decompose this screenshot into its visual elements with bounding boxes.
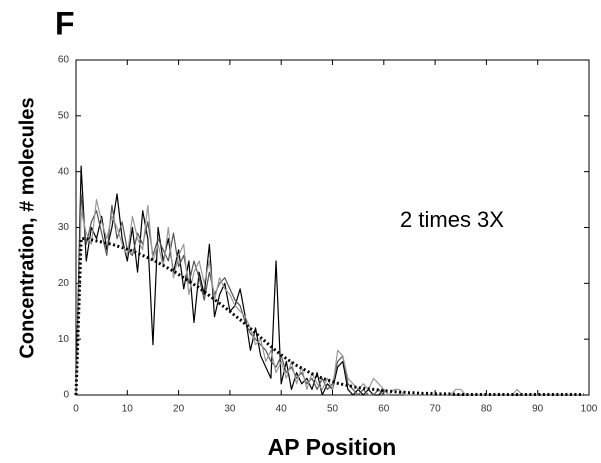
- y-axis-label: Concentration, # molecules: [16, 97, 38, 358]
- x-tick-label: 60: [378, 404, 390, 415]
- x-tick-label: 30: [224, 404, 236, 415]
- y-tick-label: 30: [58, 222, 70, 233]
- y-tick-label: 10: [58, 334, 70, 345]
- annotation: 2 times 3X: [400, 207, 504, 232]
- x-tick-label: 20: [173, 404, 185, 415]
- y-tick-label: 60: [58, 55, 70, 66]
- data-line: [75, 165, 584, 396]
- x-tick-label: 100: [581, 404, 598, 415]
- x-tick-label: 40: [276, 404, 288, 415]
- x-tick-label: 90: [532, 404, 544, 415]
- data-line: [75, 193, 584, 396]
- x-tick-label: 0: [73, 404, 79, 415]
- x-tick-label: 10: [122, 404, 134, 415]
- model-curve: [74, 237, 584, 396]
- y-tick-label: 20: [58, 278, 70, 289]
- y-tick-label: 40: [58, 166, 70, 177]
- panel-label: F: [55, 5, 75, 41]
- x-tick-label: 50: [327, 404, 339, 415]
- data-line: [75, 198, 584, 396]
- x-tick-label: 70: [430, 404, 442, 415]
- y-tick-label: 0: [63, 390, 69, 401]
- x-tick-label: 80: [481, 404, 493, 415]
- y-tick-label: 50: [58, 110, 70, 121]
- x-axis-label: AP Position: [268, 434, 397, 460]
